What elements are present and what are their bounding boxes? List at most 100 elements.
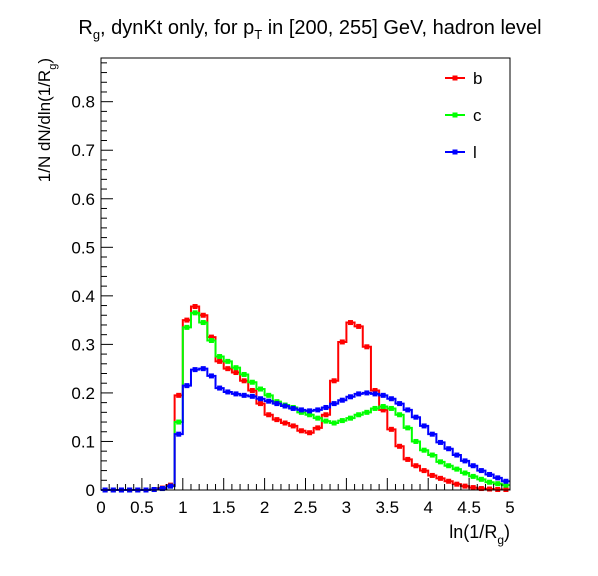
x-tick-label: 0 bbox=[96, 498, 105, 517]
y-tick-label: 0 bbox=[86, 481, 95, 500]
x-axis-label-subscript: g bbox=[497, 533, 504, 547]
y-tick-label: 0.1 bbox=[71, 432, 95, 451]
series-l-point bbox=[429, 431, 435, 437]
series-b-point bbox=[478, 486, 484, 492]
series-c-point bbox=[233, 365, 239, 371]
x-tick-label: 4 bbox=[423, 498, 432, 517]
title-subscript-t: T bbox=[254, 27, 262, 42]
legend: bcl bbox=[445, 69, 482, 162]
series-c-point bbox=[397, 412, 403, 418]
series-b-point bbox=[208, 334, 214, 340]
series-c-point bbox=[487, 479, 493, 485]
series-b-point bbox=[249, 387, 255, 393]
series-b-point bbox=[487, 486, 493, 492]
series-c-point bbox=[356, 412, 362, 418]
series-c-point bbox=[372, 405, 378, 411]
series-c-point bbox=[347, 415, 353, 421]
series-l-point bbox=[274, 401, 280, 407]
series-b-point bbox=[290, 423, 296, 429]
y-axis-label-tail: ) bbox=[35, 58, 54, 64]
series-l-point bbox=[462, 458, 468, 464]
plot-area bbox=[101, 304, 510, 493]
series-l-point bbox=[372, 391, 378, 397]
series-c-point bbox=[192, 310, 198, 316]
series-b-point bbox=[470, 485, 476, 491]
series-b-point bbox=[258, 401, 264, 407]
y-tick-label: 0.8 bbox=[71, 93, 95, 112]
series-l-point bbox=[339, 397, 345, 403]
series-l-point bbox=[307, 408, 313, 414]
series-b-point bbox=[380, 407, 386, 413]
series-b-point bbox=[274, 417, 280, 423]
y-tick-label: 0.4 bbox=[71, 287, 95, 306]
series-l-point bbox=[241, 392, 247, 398]
series-l-point bbox=[323, 404, 329, 410]
series-l-point bbox=[413, 414, 419, 420]
series-b-point bbox=[446, 478, 452, 484]
series-l-point bbox=[487, 471, 493, 477]
series-l-point bbox=[249, 393, 255, 399]
series-b-point bbox=[413, 463, 419, 469]
series-b-point bbox=[282, 420, 288, 426]
series-c-point bbox=[454, 466, 460, 472]
plot-frame bbox=[100, 57, 511, 491]
series-l-point bbox=[233, 391, 239, 397]
series-c-point bbox=[495, 481, 501, 487]
series-c-point bbox=[249, 379, 255, 385]
legend-item-c: c bbox=[445, 106, 482, 125]
series-c-point bbox=[315, 415, 321, 421]
series-l-point bbox=[298, 407, 304, 413]
legend-marker bbox=[452, 112, 458, 118]
series-l-point bbox=[159, 486, 165, 492]
series-b-point bbox=[405, 456, 411, 462]
series-l-point bbox=[437, 439, 443, 445]
series-l-point bbox=[168, 483, 174, 489]
axes: 0 0.5 1 1.5 2 2.5 3 3.5 4 4.5 5 0 0.1 0.2 0.3 0.4 0.5 0.6… bbox=[71, 62, 515, 517]
series-l-point bbox=[331, 401, 337, 407]
series-b-point bbox=[372, 387, 378, 393]
legend-label: b bbox=[473, 69, 482, 88]
series-c-point bbox=[429, 452, 435, 458]
series-l-point bbox=[200, 366, 206, 372]
legend-label: c bbox=[473, 106, 482, 125]
series-b-point bbox=[347, 320, 353, 326]
series-c-point bbox=[323, 418, 329, 424]
series-l-point bbox=[315, 407, 321, 413]
series-b-point bbox=[233, 370, 239, 376]
series-b-point bbox=[176, 392, 182, 398]
series-l-point bbox=[454, 452, 460, 458]
series-b-point bbox=[266, 412, 272, 418]
title-subscript-g: g bbox=[93, 27, 100, 42]
series-c-point bbox=[405, 425, 411, 431]
series-l-point bbox=[208, 373, 214, 379]
series-c-point bbox=[331, 420, 337, 426]
y-tick-label: 0.7 bbox=[71, 141, 95, 160]
series-c-point bbox=[200, 320, 206, 326]
series-l-point bbox=[446, 446, 452, 452]
series-c-point bbox=[437, 459, 443, 465]
title-tail: in [200, 255] GeV, hadron level bbox=[262, 17, 541, 39]
x-tick-label: 1 bbox=[178, 498, 187, 517]
series-c bbox=[101, 310, 510, 493]
series-l-point bbox=[184, 383, 190, 389]
series-l-point bbox=[217, 385, 223, 391]
series-l-point bbox=[495, 475, 501, 481]
title-middle: , dynKt only, for p bbox=[100, 17, 254, 39]
x-axis-label-tail: ) bbox=[504, 522, 510, 542]
series-b-point bbox=[331, 378, 337, 384]
series-l-point bbox=[478, 468, 484, 474]
series-c-point bbox=[470, 473, 476, 479]
series-b-point bbox=[454, 481, 460, 487]
series-b-line bbox=[101, 305, 510, 491]
series-c-point bbox=[388, 405, 394, 411]
series-l-point bbox=[258, 396, 264, 402]
series-c-point bbox=[413, 438, 419, 444]
series-l-point bbox=[380, 392, 386, 398]
series-c-point bbox=[217, 354, 223, 360]
series-b-point bbox=[429, 472, 435, 478]
x-tick-label: 0.5 bbox=[130, 498, 154, 517]
series-c-point bbox=[462, 470, 468, 476]
x-axis-label: ln(1/Rg) bbox=[449, 522, 510, 547]
series-b-point bbox=[339, 339, 345, 345]
